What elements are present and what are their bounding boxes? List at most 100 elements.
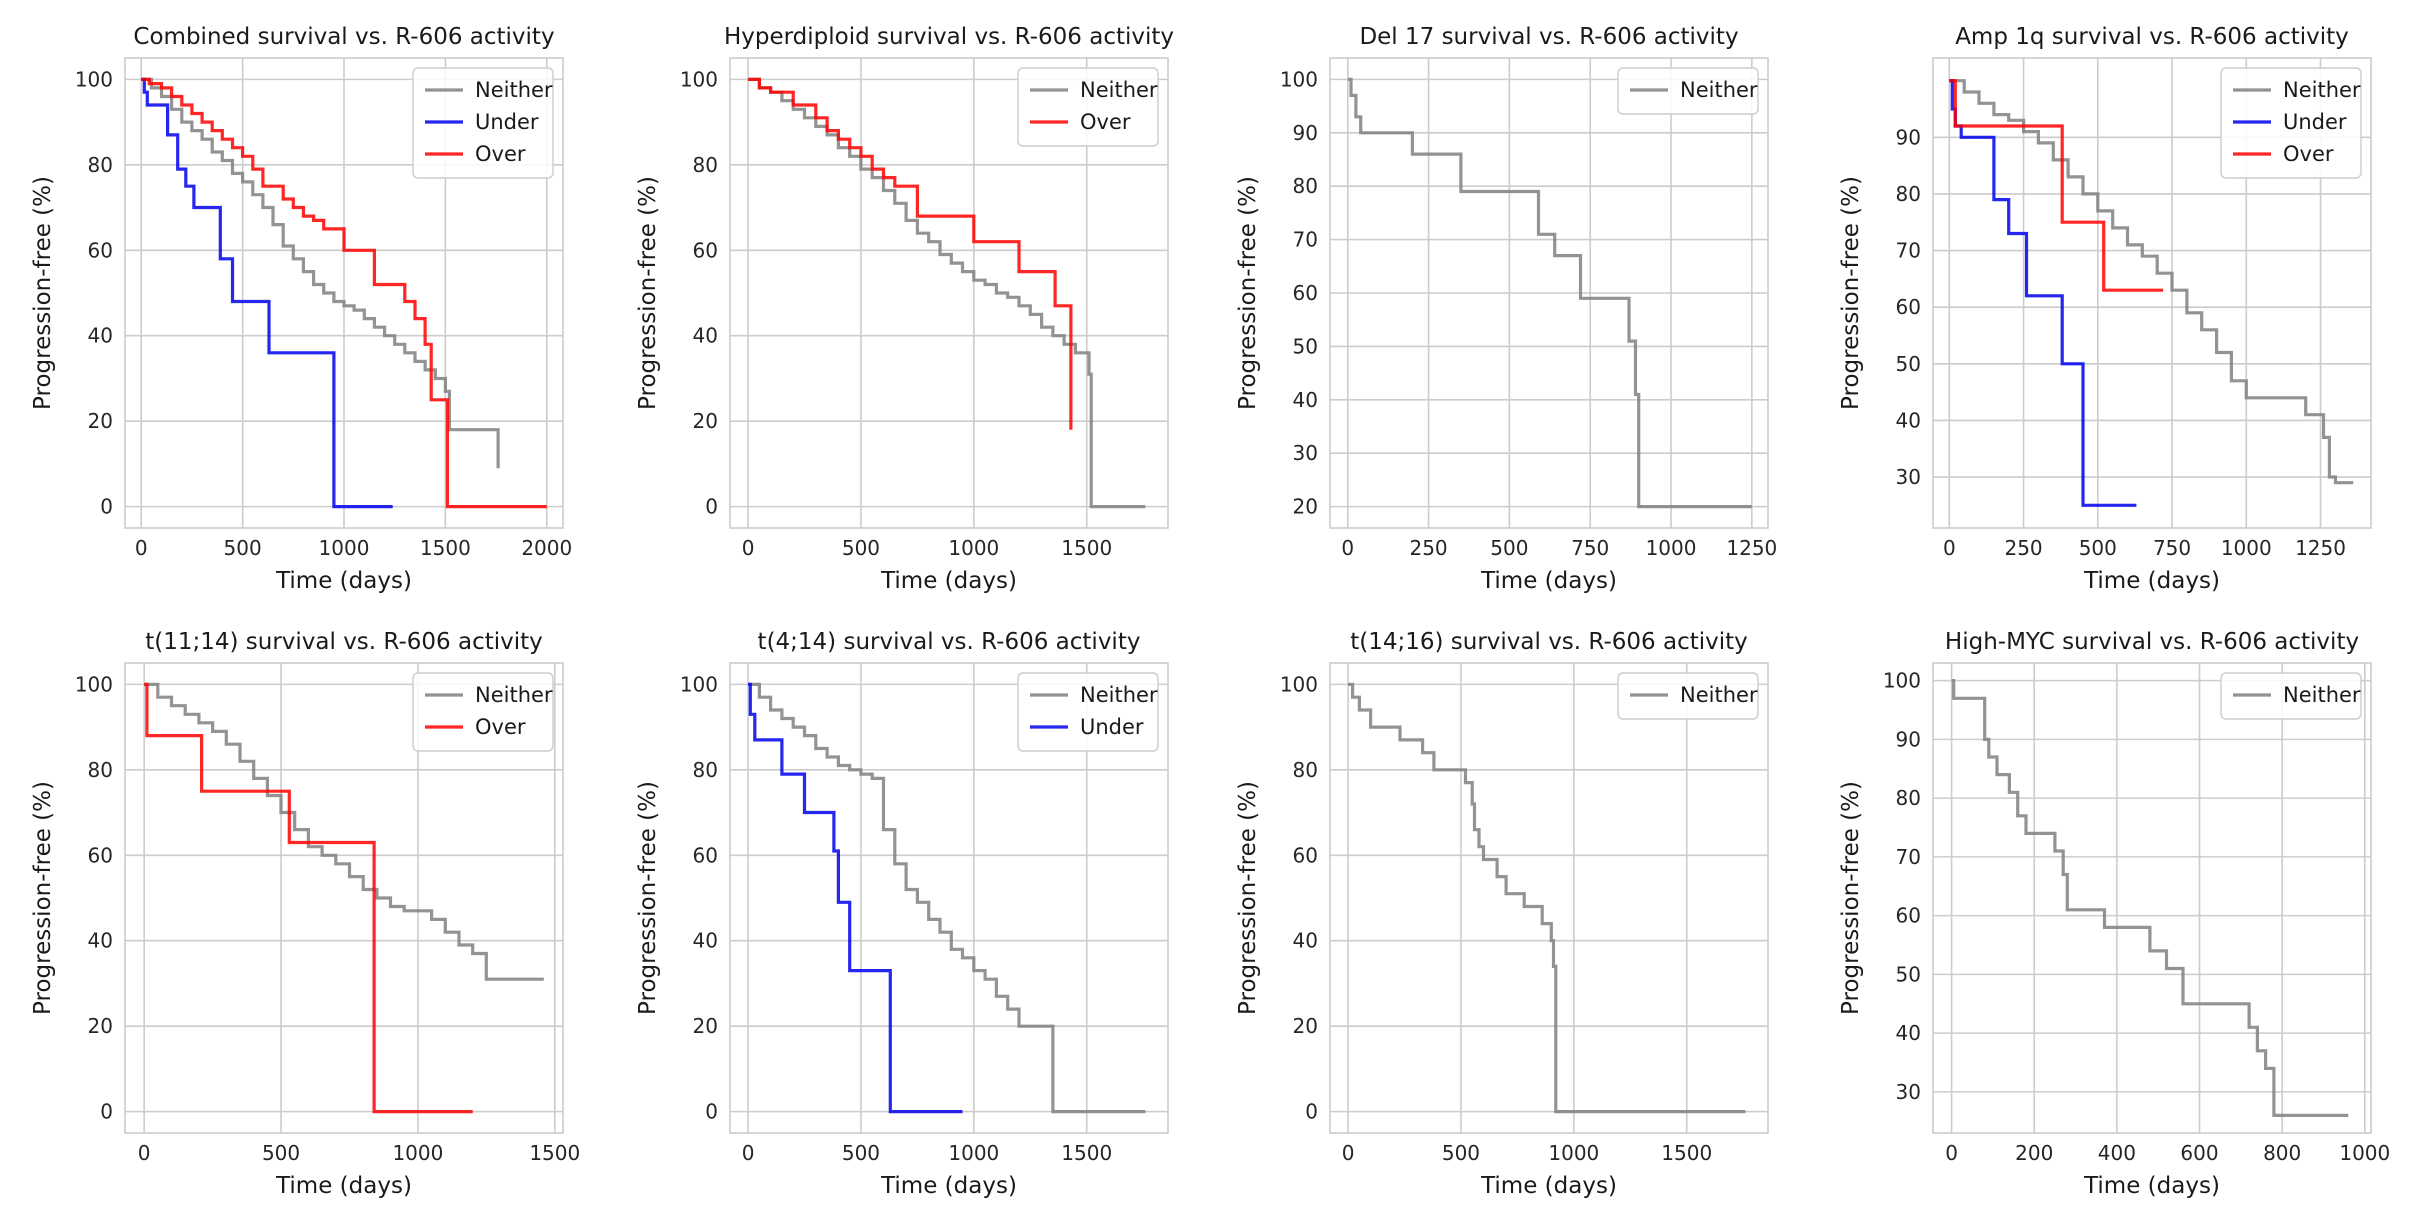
legend-box	[2220, 67, 2362, 179]
plot-frame	[1329, 57, 1769, 529]
x-axis-label: Time (days)	[2083, 1173, 2220, 1199]
y-tick-label: 80	[88, 758, 113, 782]
chart-panel: 0 250 500 750 1000 1250 20 30 40 50 60 70 80 90 100 Del…	[1235, 24, 1777, 594]
y-tick-label: 40	[1293, 929, 1318, 953]
y-tick-label: 60	[693, 238, 718, 262]
chart-title: t(4;14) survival vs. R-606 activity	[758, 629, 1141, 655]
legend-box	[412, 67, 554, 179]
y-tick-label: 50	[1896, 962, 1921, 986]
legend-label: Over	[475, 715, 526, 739]
x-tick-label: 1000	[948, 536, 999, 560]
y-tick-label: 0	[705, 495, 718, 519]
legend: Neither Over	[412, 672, 554, 752]
chart-title: t(11;14) survival vs. R-606 activity	[145, 629, 543, 655]
series-line-neither	[748, 682, 1146, 1114]
chart-panel: 0 500 1000 1500 0 20 40 60 80 100 t(4;14) survival…	[635, 629, 1169, 1199]
chart-title: High-MYC survival vs. R-606 activity	[1945, 629, 2359, 655]
x-tick-label: 200	[2015, 1141, 2053, 1165]
legend: Neither Under Over	[2220, 67, 2362, 179]
x-axis-label: Time (days)	[275, 568, 412, 594]
x-tick-label: 500	[224, 536, 262, 560]
x-tick-label: 500	[262, 1141, 300, 1165]
y-axis-label: Progression-free (%)	[635, 176, 661, 410]
y-tick-label: 50	[1293, 334, 1318, 358]
y-axis-label: Progression-free (%)	[1838, 176, 1864, 410]
y-tick-label: 30	[1293, 441, 1318, 465]
y-tick-label: 20	[88, 1014, 113, 1038]
legend-label: Neither	[475, 78, 553, 102]
y-tick-label: 60	[1293, 281, 1318, 305]
x-tick-label: 0	[138, 1141, 151, 1165]
y-tick-label: 90	[1896, 727, 1921, 751]
y-tick-label: 40	[1896, 408, 1921, 432]
y-axis-label: Progression-free (%)	[1235, 781, 1261, 1015]
y-tick-label: 70	[1896, 239, 1921, 263]
chart-panel: 0 500 1000 1500 0 20 40 60 80 100 t(14;16) surviva…	[1235, 629, 1769, 1199]
y-tick-label: 80	[693, 153, 718, 177]
series-line-neither	[1951, 679, 2349, 1117]
y-tick-label: 100	[1280, 672, 1318, 696]
y-tick-label: 0	[100, 495, 113, 519]
x-tick-label: 1500	[1661, 1141, 1712, 1165]
legend-label: Under	[1080, 715, 1144, 739]
y-tick-label: 100	[680, 67, 718, 91]
chart-panel: 0 250 500 750 1000 1250 30 40 50 60 70 80 90 Amp 1q s…	[1838, 24, 2372, 594]
y-axis-label: Progression-free (%)	[30, 176, 56, 410]
chart-panel: 0 200 400 600 800 1000 30 40 50 60 70 80 90 100 High-M…	[1838, 629, 2390, 1199]
y-tick-label: 60	[1293, 843, 1318, 867]
y-axis-label: Progression-free (%)	[635, 781, 661, 1015]
x-tick-label: 1000	[1548, 1141, 1599, 1165]
legend-label: Neither	[1680, 78, 1758, 102]
x-tick-label: 500	[842, 536, 880, 560]
y-tick-label: 80	[1293, 174, 1318, 198]
x-tick-label: 500	[842, 1141, 880, 1165]
y-tick-label: 80	[1896, 182, 1921, 206]
y-tick-label: 60	[1896, 295, 1921, 319]
legend-box	[1617, 67, 1759, 115]
y-tick-label: 40	[693, 324, 718, 348]
plot-frame	[1932, 57, 2372, 529]
y-tick-label: 50	[1896, 352, 1921, 376]
y-tick-label: 100	[75, 67, 113, 91]
x-tick-label: 0	[1943, 536, 1956, 560]
x-axis-label: Time (days)	[2083, 568, 2220, 594]
y-tick-label: 0	[100, 1100, 113, 1124]
series-line-under	[141, 77, 393, 509]
plot-frame	[729, 57, 1169, 529]
series-line-over	[748, 77, 1073, 430]
legend-label: Under	[475, 110, 539, 134]
x-tick-label: 1250	[2295, 536, 2346, 560]
x-tick-label: 1000	[948, 1141, 999, 1165]
legend-box	[1017, 67, 1159, 147]
legend-label: Over	[1080, 110, 1131, 134]
y-axis-label: Progression-free (%)	[1838, 781, 1864, 1015]
x-tick-label: 750	[2153, 536, 2191, 560]
chart-title: Hyperdiploid survival vs. R-606 activity	[724, 24, 1174, 50]
x-tick-label: 0	[1342, 1141, 1355, 1165]
plot-frame	[124, 57, 564, 529]
series-line-over	[141, 77, 547, 509]
chart-panel: 0 500 1000 1500 2000 0 20 40 60 80 100 Combined sur…	[30, 24, 572, 594]
legend-box	[1017, 672, 1159, 752]
y-tick-label: 80	[88, 153, 113, 177]
plot-frame	[124, 662, 564, 1134]
x-tick-label: 1000	[2221, 536, 2272, 560]
legend-label: Neither	[2283, 683, 2361, 707]
x-tick-label: 2000	[521, 536, 572, 560]
legend-label: Neither	[1080, 683, 1158, 707]
legend-label: Neither	[1680, 683, 1758, 707]
y-tick-label: 70	[1293, 228, 1318, 252]
x-axis-label: Time (days)	[1480, 1173, 1617, 1199]
y-tick-label: 80	[1293, 758, 1318, 782]
x-tick-label: 400	[2098, 1141, 2136, 1165]
y-tick-label: 90	[1896, 125, 1921, 149]
x-tick-label: 600	[2180, 1141, 2218, 1165]
x-tick-label: 1500	[420, 536, 471, 560]
y-tick-label: 40	[693, 929, 718, 953]
series-line-neither	[748, 77, 1146, 509]
plot-frame	[1932, 662, 2372, 1134]
legend-label: Over	[2283, 142, 2334, 166]
y-tick-label: 90	[1293, 121, 1318, 145]
x-tick-label: 1000	[1646, 536, 1697, 560]
